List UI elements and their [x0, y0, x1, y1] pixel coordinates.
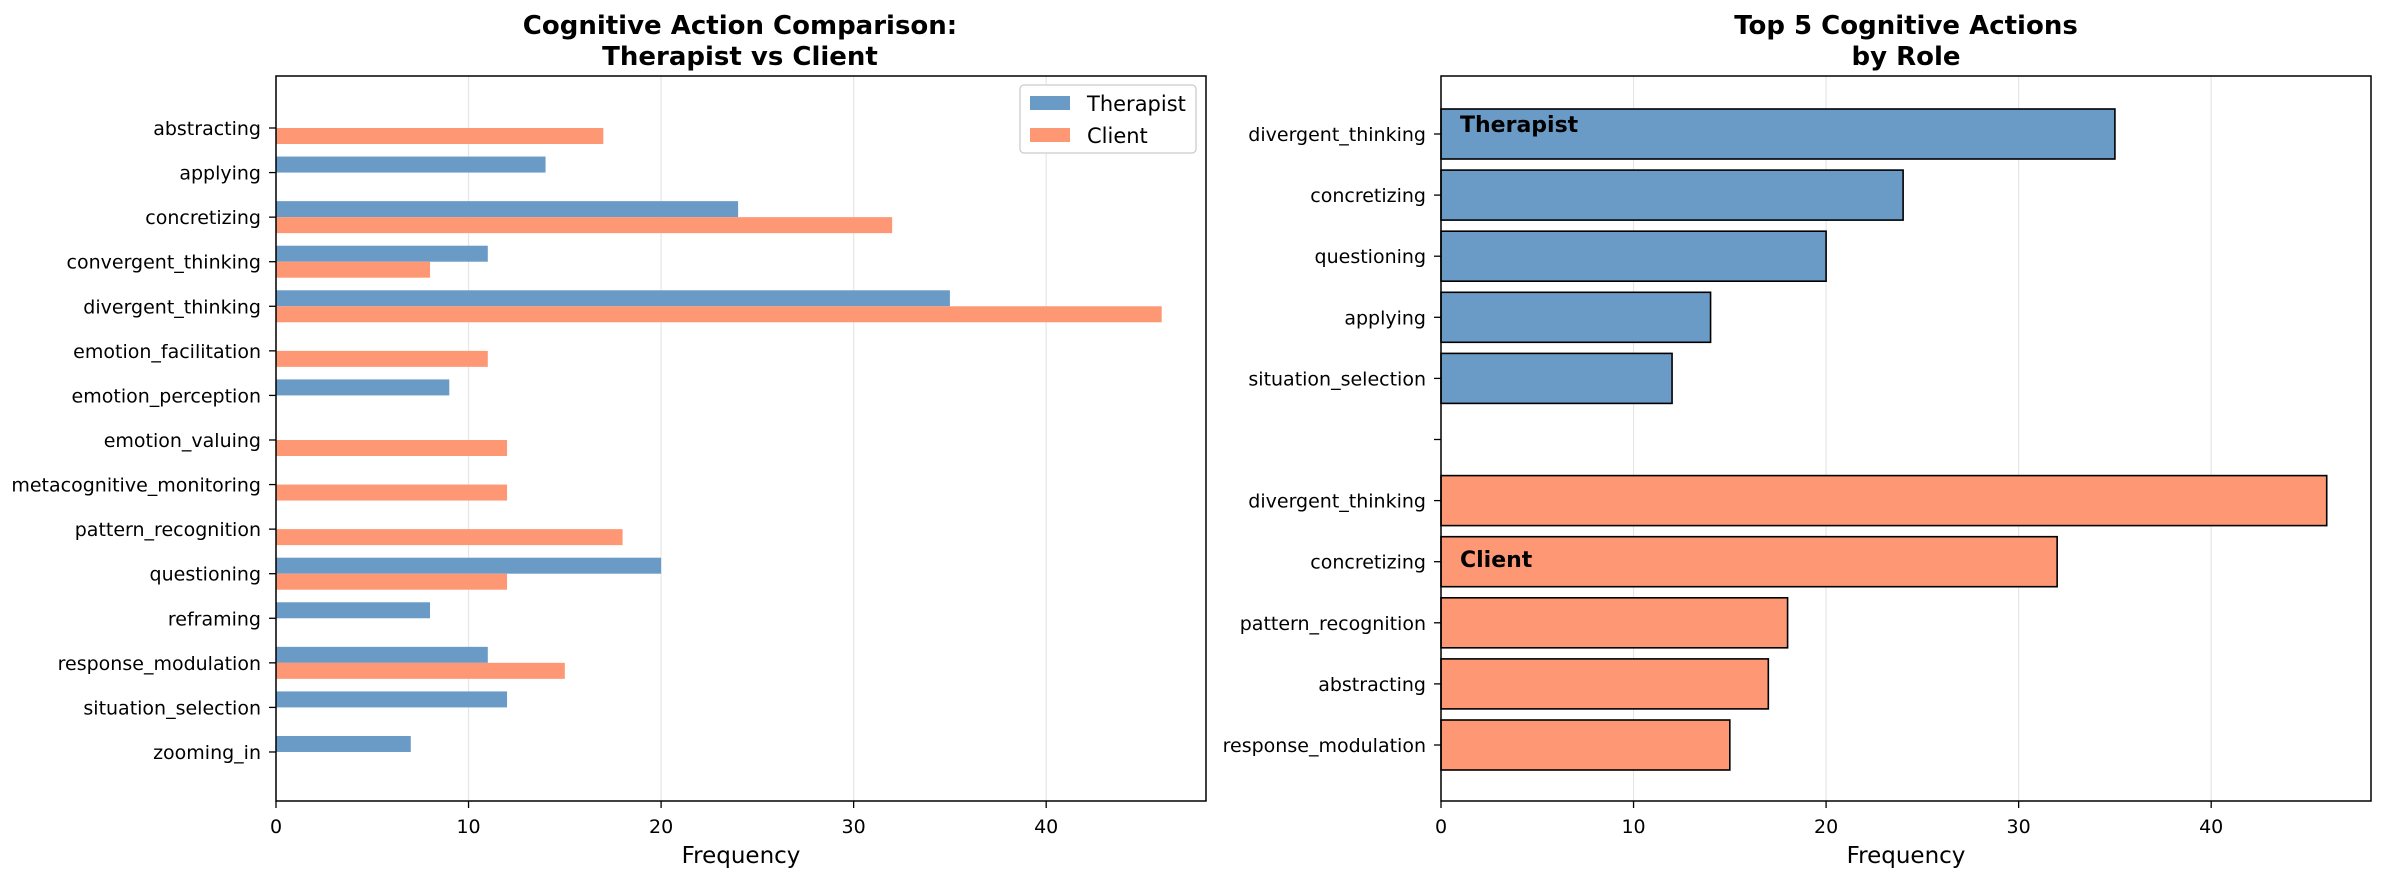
comparison-chart-title-line-2: Therapist vs Client	[602, 42, 878, 72]
top5-bar-client-concretizing	[1440, 535, 2058, 588]
bar-therapist-reframing	[276, 602, 431, 619]
comparison-chart-title-line-1: Cognitive Action Comparison:	[523, 11, 957, 41]
right-x-tick-label-20: 20	[1814, 816, 1838, 838]
bar-client-metacognitive-monitoring	[276, 484, 508, 501]
top5-bar-therapist-questioning	[1440, 230, 1827, 282]
bar-therapist-divergent-thinking	[276, 290, 950, 307]
bar-client-questioning	[276, 573, 508, 590]
left-y-tick-emotion-valuing-label: emotion_valuing	[104, 430, 261, 452]
role-label-client: Client	[1460, 548, 1533, 573]
right-y-tick-client-pattern-recognition-label: pattern_recognition	[1240, 613, 1426, 635]
bar-client-abstracting	[276, 128, 604, 144]
bar-therapist-situation-selection	[276, 691, 508, 708]
right-y-tick-therapist-applying-label: applying	[1344, 307, 1426, 329]
legend: Therapist Client	[1019, 84, 1197, 154]
bar-client-convergent-thinking	[276, 261, 431, 278]
comparison-chart-y-ticks: abstracting applying concretizing convergen…	[11, 118, 276, 764]
left-y-tick-emotion-facilitation-label: emotion_facilitation	[73, 341, 261, 363]
top5-bar-therapist-situation-selection	[1440, 352, 1673, 405]
left-y-tick-reframing-label: reframing	[168, 608, 261, 630]
right-y-tick-therapist-concretizing-label: concretizing	[1310, 185, 1426, 207]
right-y-tick-client-abstracting-label: abstracting	[1318, 674, 1426, 696]
top5-chart-title-line-1: Top 5 Cognitive Actions	[1734, 11, 2078, 41]
right-x-tick-label-40: 40	[2199, 816, 2223, 838]
bar-client-response-modulation	[276, 662, 565, 679]
left-y-tick-concretizing-label: concretizing	[145, 207, 261, 229]
left-x-tick-label-0: 0	[270, 816, 282, 838]
left-y-tick-emotion-perception-label: emotion_perception	[72, 385, 261, 407]
top5-bar-client-divergent-thinking	[1440, 474, 2328, 527]
bar-client-concretizing	[276, 217, 893, 234]
legend-swatch-therapist	[1030, 96, 1070, 110]
top5-bar-client-abstracting	[1440, 658, 1770, 710]
top5-chart-x-axis-label: Frequency	[1847, 843, 1966, 869]
bar-therapist-concretizing	[276, 201, 739, 218]
right-y-tick-client-concretizing-label: concretizing	[1310, 552, 1426, 574]
top5-chart-x-ticks: 0 10 20 30 40	[1435, 801, 2223, 838]
right-y-tick-client-divergent-thinking-label: divergent_thinking	[1248, 491, 1426, 513]
right-x-tick-label-0: 0	[1435, 816, 1447, 838]
left-y-tick-pattern-recognition-label: pattern_recognition	[75, 519, 261, 541]
bar-client-pattern-recognition	[276, 529, 623, 546]
legend-label-therapist: Therapist	[1086, 92, 1186, 116]
bar-therapist-response-modulation	[276, 646, 488, 663]
bar-therapist-questioning	[276, 557, 662, 574]
top5-bar-client-pattern-recognition	[1440, 596, 1789, 649]
comparison-chart: Cognitive Action Comparison: Therapist v…	[11, 11, 1207, 869]
right-x-tick-label-30: 30	[2007, 816, 2031, 838]
top5-chart-frame	[1440, 75, 2372, 802]
right-x-tick-label-10: 10	[1621, 816, 1645, 838]
top5-chart-y-ticks: divergent_thinking concretizing questionin…	[1223, 124, 1441, 757]
right-y-tick-therapist-situation-selection-label: situation_selection	[1248, 368, 1426, 390]
left-y-tick-response-modulation-label: response_modulation	[58, 653, 261, 675]
left-y-tick-applying-label: applying	[179, 163, 261, 185]
left-y-tick-zooming-in-label: zooming_in	[153, 742, 261, 764]
right-y-tick-therapist-divergent-thinking-label: divergent_thinking	[1248, 124, 1426, 146]
right-y-tick-client-response-modulation-label: response_modulation	[1223, 735, 1426, 757]
bar-client-emotion-valuing	[276, 439, 508, 456]
bar-client-divergent-thinking	[276, 306, 1162, 323]
left-y-tick-metacognitive-monitoring-label: metacognitive_monitoring	[11, 475, 261, 497]
right-y-tick-therapist-questioning-label: questioning	[1315, 246, 1426, 268]
top5-chart-bars	[1440, 108, 2328, 771]
bar-therapist-emotion-perception	[276, 379, 450, 396]
top5-chart: Top 5 Cognitive Actions by Role divergen…	[1223, 11, 2372, 869]
comparison-chart-x-ticks: 0 10 20 30 40	[270, 801, 1058, 838]
top5-bar-client-response-modulation	[1440, 719, 1731, 771]
left-x-tick-label-40: 40	[1034, 816, 1058, 838]
top5-bar-therapist-concretizing	[1440, 169, 1904, 221]
comparison-chart-x-axis-label: Frequency	[682, 843, 801, 869]
top5-bar-therapist-applying	[1440, 291, 1712, 344]
bar-therapist-zooming-in	[276, 735, 411, 752]
left-x-tick-label-30: 30	[842, 816, 866, 838]
left-y-tick-convergent-thinking-label: convergent_thinking	[67, 252, 261, 274]
left-x-tick-label-20: 20	[649, 816, 673, 838]
bar-therapist-convergent-thinking	[276, 245, 488, 262]
role-label-therapist: Therapist	[1460, 113, 1579, 138]
legend-swatch-client	[1030, 128, 1070, 142]
legend-label-client: Client	[1087, 124, 1148, 148]
bar-therapist-applying	[276, 156, 546, 173]
comparison-chart-frame	[275, 75, 1207, 802]
comparison-chart-bars	[276, 128, 1162, 752]
bar-client-emotion-facilitation	[276, 350, 488, 367]
left-y-tick-situation-selection-label: situation_selection	[83, 697, 261, 719]
top5-chart-title-line-2: by Role	[1851, 42, 1960, 72]
left-x-tick-label-10: 10	[456, 816, 480, 838]
left-y-tick-abstracting-label: abstracting	[153, 118, 261, 140]
left-y-tick-divergent-thinking-label: divergent_thinking	[83, 296, 261, 318]
left-y-tick-questioning-label: questioning	[150, 564, 261, 586]
